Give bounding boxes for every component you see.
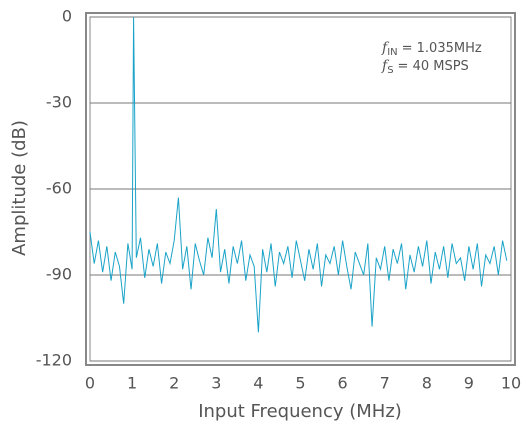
annotation-subscript: IN <box>387 47 397 58</box>
annotations: fIN = 1.035MHz fS = 40 MSPS <box>381 40 482 76</box>
x-tick-label: 0 <box>85 374 95 393</box>
y-tick-label: -30 <box>46 93 72 112</box>
y-tick-label: 0 <box>62 7 72 26</box>
x-tick-label: 2 <box>169 374 179 393</box>
x-tick-label: 6 <box>338 374 348 393</box>
x-tick-label: 3 <box>211 374 221 393</box>
x-axis-label: Input Frequency (MHz) <box>198 401 402 422</box>
y-tick-label: -120 <box>36 351 72 370</box>
annotation-symbol: f <box>381 40 390 56</box>
spectrum-line <box>89 16 508 333</box>
plot-frame <box>85 12 516 366</box>
y-tick-label: -60 <box>46 179 72 198</box>
x-tick-label: 10 <box>501 374 521 393</box>
x-tick-label: 8 <box>422 374 432 393</box>
x-tick-label: 7 <box>380 374 390 393</box>
x-tick-label: 1 <box>127 374 137 393</box>
y-axis-label: Amplitude (dB) <box>9 120 30 256</box>
annotation-subscript: S <box>387 65 393 76</box>
x-tick-label: 4 <box>253 374 263 393</box>
annotation-text: = 40 MSPS <box>398 59 469 74</box>
annotation-text: = 1.035MHz <box>402 41 482 56</box>
y-tick-label: -90 <box>46 265 72 284</box>
annotation: fS = 40 MSPS <box>381 58 469 76</box>
x-tick-label: 5 <box>295 374 305 393</box>
annotation: fIN = 1.035MHz <box>381 40 482 58</box>
annotation-symbol: f <box>381 58 390 74</box>
x-tick-label: 9 <box>464 374 474 393</box>
